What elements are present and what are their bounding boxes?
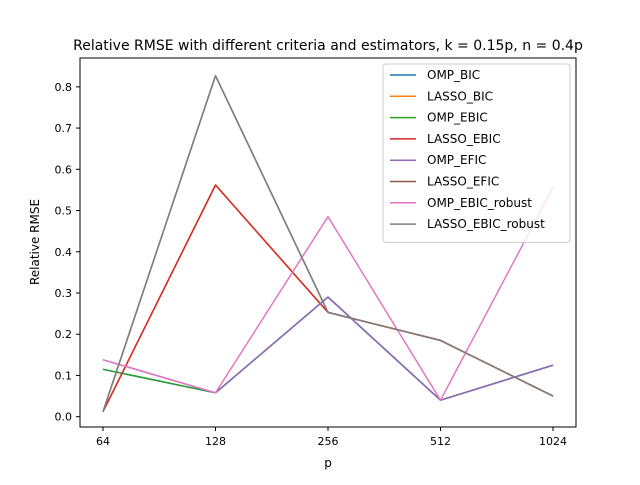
legend: OMP_BIC LASSO_BIC OMP_EBIC LASSO_EBIC OMP_EF… [382, 63, 571, 243]
legend-label: OMP_BIC [427, 68, 480, 82]
x-tick-label: 256 [318, 435, 339, 448]
x-axis: 64 128 256 512 1024 [96, 427, 567, 448]
series-line-omp-ebic-robust [102, 187, 554, 401]
x-tick-label: 512 [430, 435, 451, 448]
y-tick-label: 0.4 [55, 246, 73, 259]
series-layer [102, 74, 554, 413]
y-axis-label: Relative RMSE [28, 199, 42, 285]
legend-label: OMP_EBIC [427, 111, 488, 125]
chart-title: Relative RMSE with different criteria an… [73, 38, 583, 54]
legend-label: LASSO_BIC [427, 89, 493, 103]
y-tick-label: 0.7 [55, 122, 73, 135]
y-tick-label: 0.5 [55, 205, 73, 218]
x-tick-label: 1024 [539, 435, 567, 448]
y-tick-label: 0.0 [55, 411, 73, 424]
x-tick-label: 128 [205, 435, 226, 448]
y-tick-label: 0.6 [55, 163, 73, 176]
legend-label: OMP_EFIC [427, 153, 486, 167]
legend-label: LASSO_EBIC [427, 132, 501, 146]
y-tick-label: 0.3 [55, 287, 73, 300]
x-tick-label: 64 [96, 435, 110, 448]
y-tick-label: 0.8 [55, 81, 73, 94]
y-tick-label: 0.1 [55, 369, 73, 382]
x-axis-label: p [324, 456, 332, 470]
legend-label: LASSO_EBIC_robust [427, 217, 545, 231]
legend-label: OMP_EBIC_robust [427, 196, 532, 210]
legend-box [382, 63, 571, 243]
y-tick-label: 0.2 [55, 328, 73, 341]
legend-label: LASSO_EFIC [427, 175, 499, 189]
series-line-lasso-ebic-robust [102, 74, 554, 412]
y-axis: 0.0 0.1 0.2 0.3 0.4 0.5 0.6 0.7 0.8 [55, 81, 80, 424]
